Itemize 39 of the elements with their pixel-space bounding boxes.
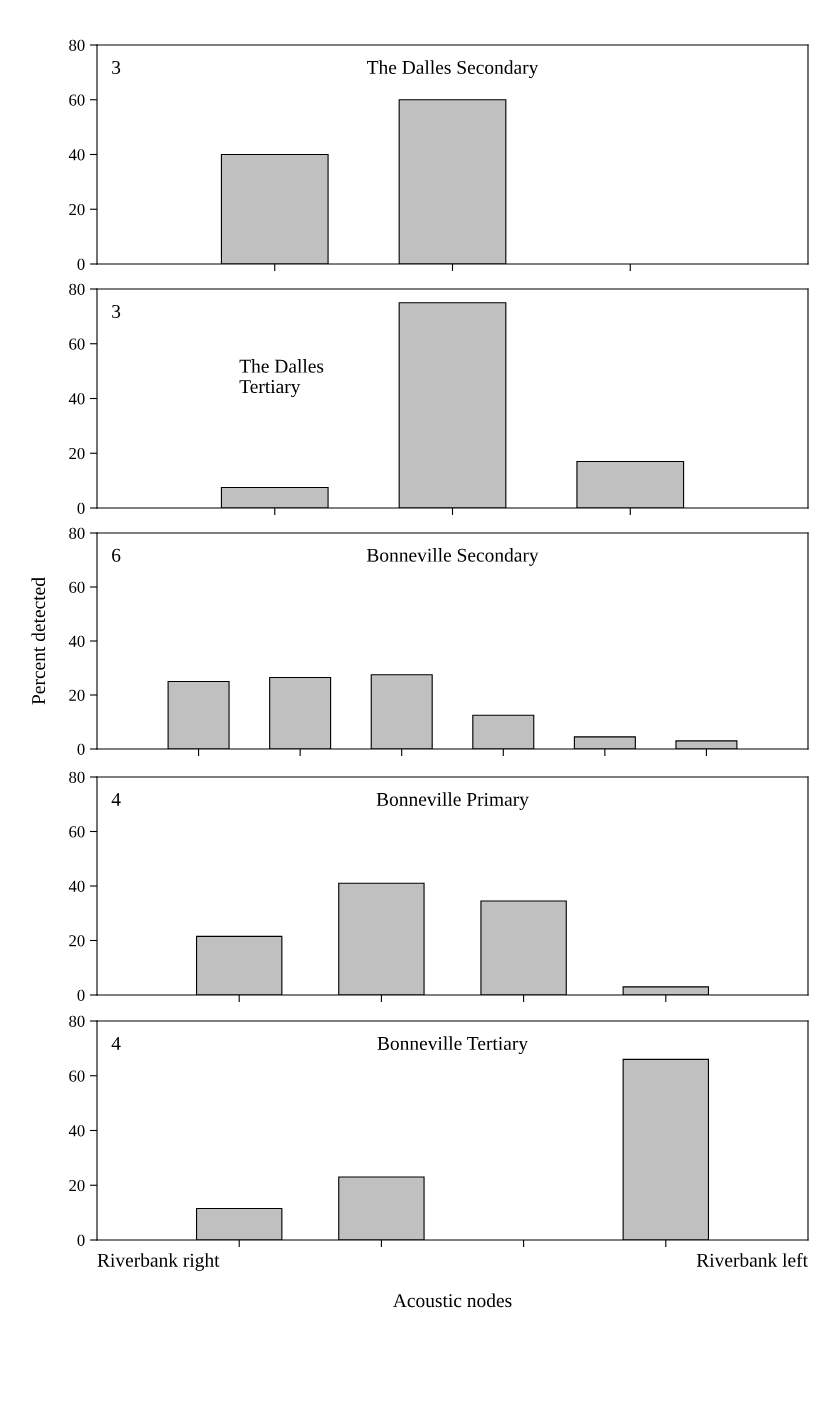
y-tick-label: 0 bbox=[77, 258, 85, 270]
y-tick-label: 0 bbox=[77, 989, 85, 1001]
text: Bonneville Primary bbox=[376, 792, 529, 810]
y-tick-label: 80 bbox=[69, 39, 85, 51]
text: The Dalles Tertiary bbox=[239, 359, 324, 398]
y-tick-label: 0 bbox=[77, 502, 85, 514]
y-tick-label: 80 bbox=[69, 527, 85, 539]
y-tick-label: 40 bbox=[68, 880, 85, 892]
y-tick-label: 20 bbox=[69, 935, 85, 947]
y-tick-label: 60 bbox=[69, 581, 85, 593]
y-tick-label: 0 bbox=[77, 1234, 85, 1246]
text: Bonneville Secondary bbox=[366, 548, 539, 566]
y-tick-label: 60 bbox=[69, 1070, 85, 1082]
y-tick-label: 40 bbox=[68, 393, 85, 405]
y-tick-label: 40 bbox=[68, 149, 85, 161]
y-tick-label: 60 bbox=[69, 94, 85, 106]
y-axis-title: Percent detected bbox=[31, 577, 46, 705]
text: Riverbank left bbox=[696, 1252, 808, 1267]
y-tick-label: 20 bbox=[69, 447, 85, 460]
y-tick-label: 60 bbox=[69, 338, 85, 350]
y-tick-label: 20 bbox=[69, 689, 85, 701]
text: Riverbank right bbox=[97, 1253, 220, 1271]
y-tick-label: 60 bbox=[69, 826, 85, 838]
annotation: 3 bbox=[112, 304, 121, 319]
y-tick-label: 40 bbox=[68, 1125, 85, 1137]
y-tick-label: 40 bbox=[68, 635, 85, 647]
annotation: 4 bbox=[111, 1037, 121, 1050]
y-tick-label: 20 bbox=[69, 203, 85, 216]
y-tick-label: 0 bbox=[77, 743, 85, 755]
x-axis-title: Acoustic nodes bbox=[393, 1293, 512, 1308]
annotation: 4 bbox=[111, 792, 121, 806]
text: Bonneville Tertiary bbox=[377, 1036, 528, 1055]
y-tick-label: 80 bbox=[69, 1015, 85, 1027]
y-tick-label: 80 bbox=[69, 771, 85, 783]
annotation: 3 bbox=[112, 60, 121, 75]
y-tick-label: 20 bbox=[69, 1179, 85, 1192]
annotation: 6 bbox=[112, 548, 121, 562]
y-tick-label: 80 bbox=[69, 283, 85, 295]
text: The Dalles Secondary bbox=[367, 60, 539, 79]
